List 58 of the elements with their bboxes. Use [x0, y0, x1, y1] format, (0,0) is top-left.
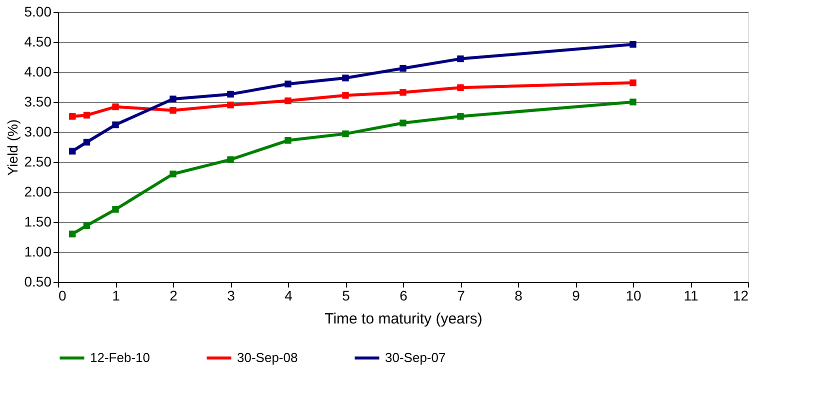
point [630, 98, 636, 106]
point [227, 102, 234, 108]
x-tick-label: 2 [170, 288, 178, 304]
y-tick-label: 0.50 [24, 274, 52, 290]
y-tick-label: 5.00 [24, 4, 52, 20]
y-tick-label: 2.00 [24, 184, 52, 200]
point [284, 80, 292, 88]
point [630, 79, 636, 86]
point [112, 103, 119, 110]
x-tick-label: 8 [514, 288, 523, 304]
point [457, 113, 464, 120]
y-tick-label: 3.50 [24, 94, 52, 110]
point [342, 130, 349, 138]
x-tick-label: 7 [457, 288, 466, 304]
x-tick-label: 9 [572, 288, 580, 304]
point [170, 107, 176, 114]
x-tick-label: 0 [58, 288, 66, 304]
y-tick-label: 1.00 [24, 244, 52, 260]
point [170, 170, 176, 178]
point [83, 138, 90, 146]
point [457, 55, 464, 62]
x-tick-label: 6 [400, 288, 408, 304]
point [400, 65, 406, 72]
point [400, 120, 406, 126]
x-tick-label: 1 [112, 288, 120, 304]
point [112, 121, 119, 128]
legend-label: 12-Feb-10 [90, 350, 150, 365]
x-tick-label: 4 [284, 288, 293, 304]
y-tick-label: 4.50 [24, 34, 52, 50]
point [170, 96, 176, 102]
y-axis-title: Yield (%) [4, 119, 20, 176]
point [69, 230, 76, 238]
legend-label: 30-Sep-08 [237, 350, 298, 365]
y-tick-label: 2.50 [24, 154, 52, 170]
point [83, 222, 90, 229]
x-tick-label: 11 [684, 288, 698, 304]
point [630, 41, 636, 48]
x-tick-label: 10 [626, 288, 642, 304]
point [284, 137, 292, 144]
point [112, 206, 119, 213]
point [400, 89, 406, 96]
point [342, 92, 349, 99]
legend-label: 30-Sep-07 [385, 350, 446, 365]
y-tick-label: 1.50 [24, 214, 52, 230]
x-axis-title: Time to maturity (years) [324, 310, 482, 328]
x-tick-label: 12 [732, 288, 749, 304]
y-tick-label: 3.00 [24, 124, 52, 140]
point [69, 113, 76, 120]
point [284, 97, 292, 104]
point [227, 156, 234, 163]
x-tick-label: 3 [227, 288, 236, 304]
x-tick-label: 5 [342, 288, 350, 304]
point [227, 90, 234, 98]
point [342, 74, 349, 82]
y-tick-label: 4.00 [24, 64, 52, 80]
point [69, 148, 76, 155]
point [457, 84, 464, 91]
point [83, 112, 90, 119]
